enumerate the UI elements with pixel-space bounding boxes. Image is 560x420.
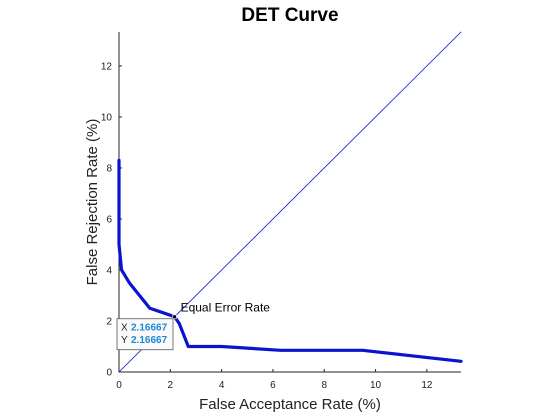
datatip-y-value: 2.16667 [131,335,168,346]
datatip-y-key: Y [121,335,128,346]
y-axis-label: False Rejection Rate (%) [84,119,101,286]
det-curve-line [117,158,463,363]
x-tick-label: 4 [219,380,225,391]
y-tick-label: 6 [106,214,112,225]
y-tick-label: 12 [101,61,113,72]
x-tick-label: 6 [270,380,276,391]
datatip-x-value: 2.16667 [131,323,168,334]
x-tick-label: 0 [116,380,122,391]
y-tick-label: 10 [101,112,113,123]
axes: 0 2 4 6 8 10 12 0 2 4 6 8 10 12 [101,32,461,391]
datatip-marker[interactable] [172,314,177,319]
x-tick-label: 2 [168,380,174,391]
chart-title: DET Curve [241,5,338,26]
datatip-x-key: X [121,323,128,334]
y-tick-label: 8 [106,163,112,174]
equal-error-rate-label: Equal Error Rate [181,301,271,315]
y-tick-label: 2 [106,316,112,327]
x-tick-label: 8 [321,380,327,391]
datatip-box[interactable] [116,318,174,351]
x-tick-label: 10 [370,380,382,391]
y-tick-label: 4 [106,265,112,276]
x-tick-label: 12 [421,380,433,391]
y-tick-label: 0 [106,368,112,379]
x-axis-label: False Acceptance Rate (%) [199,396,381,413]
